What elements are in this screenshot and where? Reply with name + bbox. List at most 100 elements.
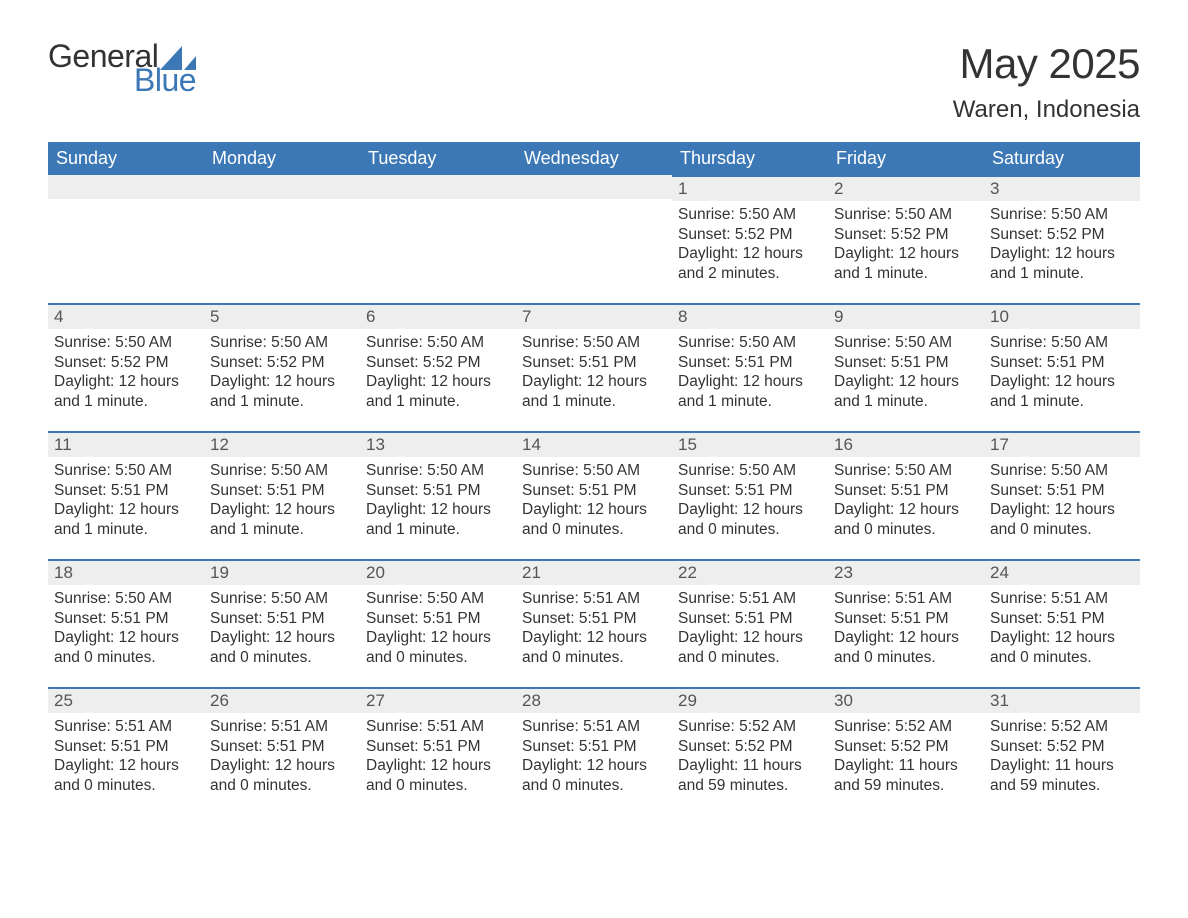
calendar-cell: 30Sunrise: 5:52 AMSunset: 5:52 PMDayligh… — [828, 687, 984, 815]
day-number: 8 — [672, 303, 828, 329]
day-details: Sunrise: 5:51 AMSunset: 5:51 PMDaylight:… — [828, 585, 984, 673]
day-details: Sunrise: 5:50 AMSunset: 5:51 PMDaylight:… — [360, 457, 516, 545]
daylight-line: Daylight: 12 hours and 0 minutes. — [54, 756, 198, 795]
weekday-header: Tuesday — [360, 142, 516, 175]
sunset-line: Sunset: 5:51 PM — [678, 481, 822, 501]
sunset-line: Sunset: 5:51 PM — [522, 353, 666, 373]
daylight-line: Daylight: 12 hours and 1 minute. — [366, 500, 510, 539]
calendar-cell: 4Sunrise: 5:50 AMSunset: 5:52 PMDaylight… — [48, 303, 204, 431]
sunrise-line: Sunrise: 5:50 AM — [54, 333, 198, 353]
sunrise-line: Sunrise: 5:50 AM — [990, 205, 1134, 225]
sunset-line: Sunset: 5:51 PM — [210, 609, 354, 629]
sunrise-line: Sunrise: 5:50 AM — [522, 333, 666, 353]
daylight-line: Daylight: 12 hours and 0 minutes. — [834, 628, 978, 667]
daylight-line: Daylight: 12 hours and 0 minutes. — [210, 756, 354, 795]
sunrise-line: Sunrise: 5:50 AM — [54, 589, 198, 609]
daylight-line: Daylight: 12 hours and 1 minute. — [210, 500, 354, 539]
day-number: 2 — [828, 175, 984, 201]
daylight-line: Daylight: 11 hours and 59 minutes. — [834, 756, 978, 795]
calendar-cell: 31Sunrise: 5:52 AMSunset: 5:52 PMDayligh… — [984, 687, 1140, 815]
day-number: 4 — [48, 303, 204, 329]
logo-text-blue: Blue — [134, 64, 196, 96]
daylight-line: Daylight: 12 hours and 1 minute. — [990, 244, 1134, 283]
calendar-header-row: SundayMondayTuesdayWednesdayThursdayFrid… — [48, 142, 1140, 175]
day-number: 18 — [48, 559, 204, 585]
sunrise-line: Sunrise: 5:51 AM — [678, 589, 822, 609]
day-details: Sunrise: 5:50 AMSunset: 5:51 PMDaylight:… — [828, 329, 984, 417]
sunrise-line: Sunrise: 5:50 AM — [366, 589, 510, 609]
sunset-line: Sunset: 5:51 PM — [834, 609, 978, 629]
location-subtitle: Waren, Indonesia — [953, 96, 1140, 124]
daylight-line: Daylight: 12 hours and 0 minutes. — [678, 628, 822, 667]
daylight-line: Daylight: 12 hours and 0 minutes. — [210, 628, 354, 667]
calendar-cell — [516, 175, 672, 303]
day-details: Sunrise: 5:50 AMSunset: 5:51 PMDaylight:… — [984, 329, 1140, 417]
calendar-table: SundayMondayTuesdayWednesdayThursdayFrid… — [48, 142, 1140, 815]
calendar-week-row: 1Sunrise: 5:50 AMSunset: 5:52 PMDaylight… — [48, 175, 1140, 303]
calendar-cell: 25Sunrise: 5:51 AMSunset: 5:51 PMDayligh… — [48, 687, 204, 815]
day-details: Sunrise: 5:50 AMSunset: 5:51 PMDaylight:… — [984, 457, 1140, 545]
day-details: Sunrise: 5:50 AMSunset: 5:51 PMDaylight:… — [360, 585, 516, 673]
daylight-line: Daylight: 12 hours and 2 minutes. — [678, 244, 822, 283]
sunset-line: Sunset: 5:52 PM — [990, 225, 1134, 245]
sunset-line: Sunset: 5:52 PM — [834, 737, 978, 757]
calendar-cell — [204, 175, 360, 303]
sunset-line: Sunset: 5:52 PM — [678, 737, 822, 757]
calendar-cell: 20Sunrise: 5:50 AMSunset: 5:51 PMDayligh… — [360, 559, 516, 687]
sunset-line: Sunset: 5:51 PM — [366, 481, 510, 501]
day-details: Sunrise: 5:52 AMSunset: 5:52 PMDaylight:… — [828, 713, 984, 801]
day-details: Sunrise: 5:50 AMSunset: 5:51 PMDaylight:… — [48, 585, 204, 673]
daylight-line: Daylight: 12 hours and 1 minute. — [990, 372, 1134, 411]
sunrise-line: Sunrise: 5:52 AM — [678, 717, 822, 737]
daylight-line: Daylight: 12 hours and 1 minute. — [54, 500, 198, 539]
daylight-line: Daylight: 12 hours and 1 minute. — [54, 372, 198, 411]
sunset-line: Sunset: 5:51 PM — [522, 737, 666, 757]
sunset-line: Sunset: 5:51 PM — [990, 353, 1134, 373]
calendar-cell: 21Sunrise: 5:51 AMSunset: 5:51 PMDayligh… — [516, 559, 672, 687]
day-details: Sunrise: 5:51 AMSunset: 5:51 PMDaylight:… — [48, 713, 204, 801]
day-number: 16 — [828, 431, 984, 457]
brand-logo: General Blue — [48, 40, 196, 96]
day-details: Sunrise: 5:50 AMSunset: 5:52 PMDaylight:… — [828, 201, 984, 289]
day-details: Sunrise: 5:50 AMSunset: 5:52 PMDaylight:… — [984, 201, 1140, 289]
sunset-line: Sunset: 5:51 PM — [834, 481, 978, 501]
day-details: Sunrise: 5:51 AMSunset: 5:51 PMDaylight:… — [204, 713, 360, 801]
title-block: May 2025 Waren, Indonesia — [953, 40, 1140, 124]
sunrise-line: Sunrise: 5:51 AM — [834, 589, 978, 609]
day-details: Sunrise: 5:50 AMSunset: 5:52 PMDaylight:… — [360, 329, 516, 417]
sunset-line: Sunset: 5:52 PM — [834, 225, 978, 245]
sunset-line: Sunset: 5:51 PM — [54, 609, 198, 629]
sunrise-line: Sunrise: 5:50 AM — [678, 205, 822, 225]
empty-daynum-bar — [204, 175, 360, 199]
sunset-line: Sunset: 5:51 PM — [678, 353, 822, 373]
daylight-line: Daylight: 12 hours and 1 minute. — [366, 372, 510, 411]
day-number: 10 — [984, 303, 1140, 329]
page-header: General Blue May 2025 Waren, Indonesia — [48, 40, 1140, 124]
day-details: Sunrise: 5:50 AMSunset: 5:52 PMDaylight:… — [672, 201, 828, 289]
day-details: Sunrise: 5:51 AMSunset: 5:51 PMDaylight:… — [984, 585, 1140, 673]
sunrise-line: Sunrise: 5:50 AM — [678, 461, 822, 481]
sunset-line: Sunset: 5:52 PM — [678, 225, 822, 245]
day-details: Sunrise: 5:50 AMSunset: 5:52 PMDaylight:… — [48, 329, 204, 417]
calendar-cell: 10Sunrise: 5:50 AMSunset: 5:51 PMDayligh… — [984, 303, 1140, 431]
weekday-header: Wednesday — [516, 142, 672, 175]
day-number: 22 — [672, 559, 828, 585]
sunrise-line: Sunrise: 5:50 AM — [210, 461, 354, 481]
day-details: Sunrise: 5:51 AMSunset: 5:51 PMDaylight:… — [672, 585, 828, 673]
daylight-line: Daylight: 12 hours and 0 minutes. — [990, 628, 1134, 667]
calendar-cell: 1Sunrise: 5:50 AMSunset: 5:52 PMDaylight… — [672, 175, 828, 303]
daylight-line: Daylight: 12 hours and 1 minute. — [834, 372, 978, 411]
daylight-line: Daylight: 12 hours and 0 minutes. — [678, 500, 822, 539]
calendar-cell: 24Sunrise: 5:51 AMSunset: 5:51 PMDayligh… — [984, 559, 1140, 687]
weekday-header: Monday — [204, 142, 360, 175]
day-number: 9 — [828, 303, 984, 329]
sunrise-line: Sunrise: 5:50 AM — [54, 461, 198, 481]
calendar-cell: 15Sunrise: 5:50 AMSunset: 5:51 PMDayligh… — [672, 431, 828, 559]
sunset-line: Sunset: 5:52 PM — [990, 737, 1134, 757]
sunrise-line: Sunrise: 5:51 AM — [210, 717, 354, 737]
day-number: 23 — [828, 559, 984, 585]
daylight-line: Daylight: 12 hours and 0 minutes. — [990, 500, 1134, 539]
sunrise-line: Sunrise: 5:51 AM — [522, 717, 666, 737]
calendar-page: General Blue May 2025 Waren, Indonesia S… — [0, 0, 1188, 918]
calendar-cell: 22Sunrise: 5:51 AMSunset: 5:51 PMDayligh… — [672, 559, 828, 687]
